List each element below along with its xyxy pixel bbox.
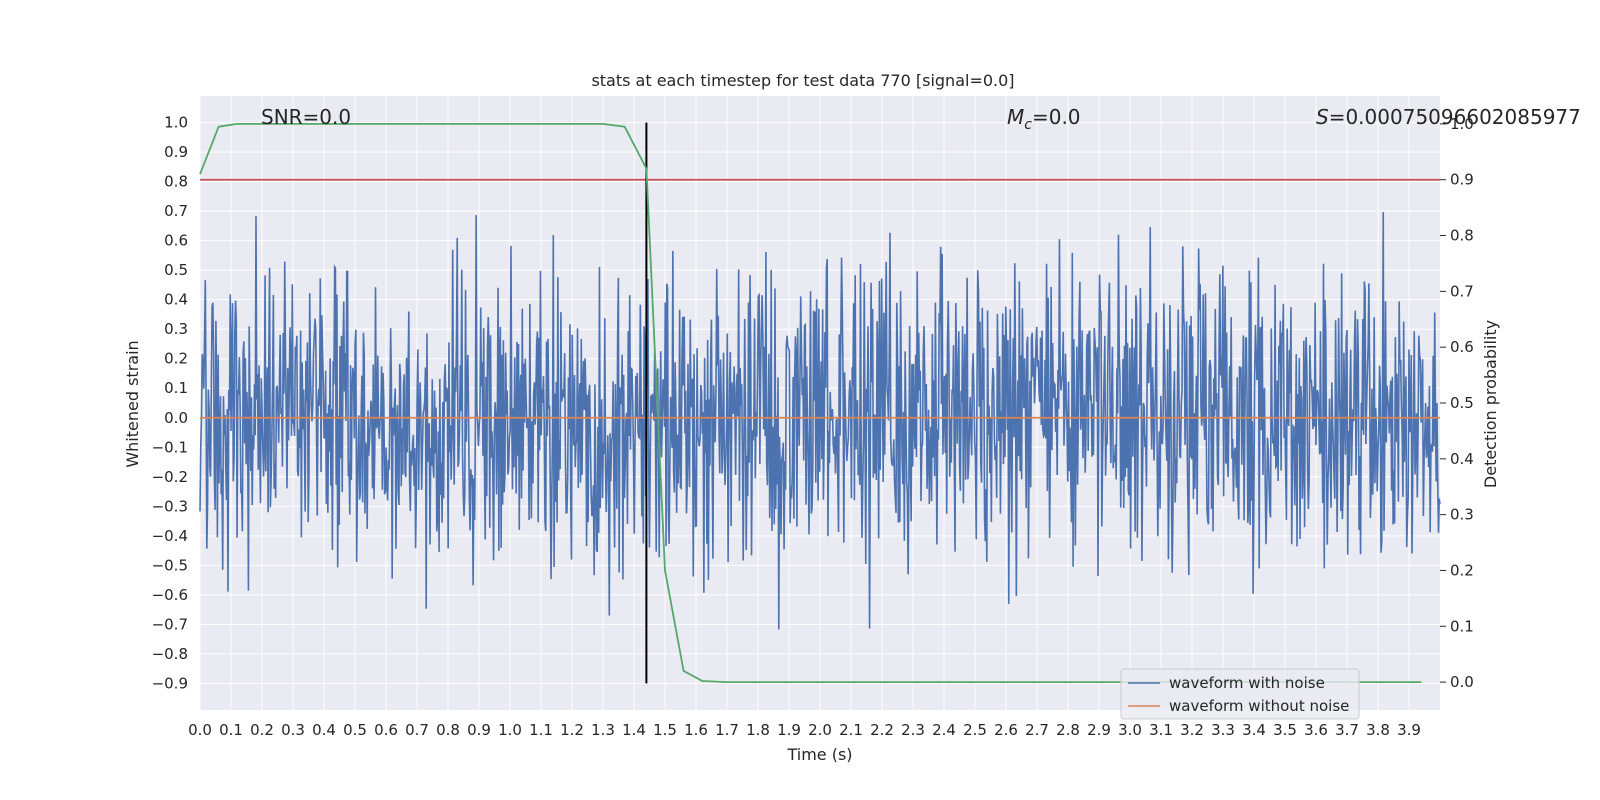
x-tick-label: 1.9	[777, 721, 801, 739]
y-tick-label-left: 0.3	[164, 320, 188, 338]
legend-label-clean: waveform without noise	[1169, 697, 1349, 715]
legend-box	[1120, 668, 1360, 720]
y-tick-label-right: 0.2	[1450, 561, 1474, 579]
y-tick-label-left: 0.9	[164, 143, 188, 161]
x-tick-label: 3.3	[1211, 721, 1235, 739]
x-tick-label: 2.6	[994, 721, 1018, 739]
y-tick-label-left: 0.7	[164, 202, 188, 220]
y-tick-label-left: 0.4	[164, 291, 188, 309]
x-tick-label: 2.4	[932, 721, 956, 739]
x-tick-label: 3.9	[1397, 721, 1421, 739]
x-tick-label: 2.9	[1087, 721, 1111, 739]
y-tick-label-left: −0.9	[152, 674, 188, 692]
legend-label-noise: waveform with noise	[1169, 674, 1325, 692]
x-tick-label: 1.0	[498, 721, 522, 739]
x-tick-label: 0.1	[219, 721, 243, 739]
y-tick-label-right: 0.6	[1450, 338, 1474, 356]
x-tick-label: 0.6	[374, 721, 398, 739]
x-tick-label: 0.8	[436, 721, 460, 739]
x-tick-label: 1.3	[591, 721, 615, 739]
chart-title: stats at each timestep for test data 770…	[591, 71, 1014, 90]
y-axis-right-ticks: 1.0 0.9 0.8 0.7 0.6 0.5 0.4 0.3 0.2 0.1 0.0	[1440, 115, 1474, 691]
mc-symbol: M	[1007, 105, 1024, 129]
x-tick-label: 1.6	[684, 721, 708, 739]
y-tick-label-left: −0.5	[152, 556, 188, 574]
y-tick-label-left: −0.7	[152, 615, 188, 633]
x-tick-label: 1.7	[715, 721, 739, 739]
x-tick-label: 0.9	[467, 721, 491, 739]
y-tick-label-left: 0.2	[164, 350, 188, 368]
x-tick-label: 3.4	[1242, 721, 1266, 739]
y-tick-label-left: −0.1	[152, 438, 188, 456]
x-tick-label: 3.6	[1304, 721, 1328, 739]
x-tick-label: 1.5	[653, 721, 677, 739]
x-tick-label: 3.1	[1149, 721, 1173, 739]
x-tick-label: 0.5	[343, 721, 367, 739]
x-tick-label: 0.0	[188, 721, 212, 739]
x-tick-label: 2.0	[808, 721, 832, 739]
mc-annotation: Mc=0.0	[1007, 105, 1081, 133]
mc-subscript: c	[1024, 117, 1032, 133]
x-tick-label: 0.2	[250, 721, 274, 739]
y-tick-label-right: 0.4	[1450, 450, 1474, 468]
y-tick-label-right: 0.5	[1450, 394, 1474, 412]
snr-annotation: SNR=0.0	[261, 105, 351, 129]
y-tick-label-right: 1.0	[1450, 115, 1474, 133]
x-tick-label: 3.8	[1366, 721, 1390, 739]
y-tick-label-right: 0.8	[1450, 227, 1474, 245]
s-value: =0.00075096602085977	[1329, 105, 1581, 129]
y-axis-left-label: Whitened strain	[123, 340, 142, 467]
grid	[199, 96, 1440, 710]
x-tick-label: 1.8	[746, 721, 770, 739]
mc-value: =0.0	[1032, 105, 1081, 129]
y-axis-left-ticks: 1.0 0.9 0.8 0.7 0.6 0.5 0.4 0.3 0.2 0.1 0.0 −0.1 −0.…	[152, 114, 188, 693]
x-axis-ticks: 0.0 0.1 0.2 0.3 0.4 0.5 0.6 0.7 0.8 0.9 1.0 1.1 1.2 1…	[188, 721, 1421, 739]
s-annotation: S=0.00075096602085977	[1316, 105, 1581, 129]
y-tick-label-left: 0.5	[164, 261, 188, 279]
detection-probability-line	[199, 123, 1422, 683]
x-tick-label: 3.2	[1180, 721, 1204, 739]
y-tick-label-left: −0.3	[152, 497, 188, 515]
waveform-with-noise-series	[199, 212, 1441, 630]
y-tick-label-left: 0.1	[164, 379, 188, 397]
x-tick-label: 2.8	[1056, 721, 1080, 739]
x-tick-label: 1.2	[560, 721, 584, 739]
y-axis-right-label: Detection probability	[1481, 320, 1500, 488]
y-tick-label-left: 0.8	[164, 173, 188, 191]
y-tick-label-left: 0.0	[164, 409, 188, 427]
x-tick-label: 3.0	[1118, 721, 1142, 739]
waveform-with-noise-line	[199, 212, 1441, 630]
y-tick-label-right: 0.0	[1450, 673, 1474, 691]
y-tick-label-right: 0.3	[1450, 506, 1474, 524]
x-tick-label: 1.4	[622, 721, 646, 739]
x-tick-label: 0.7	[405, 721, 429, 739]
y-tick-label-right: 0.1	[1450, 617, 1474, 635]
y-tick-label-left: 1.0	[164, 114, 188, 132]
s-symbol: S	[1316, 105, 1329, 129]
x-axis-label: Time (s)	[786, 745, 852, 764]
y-tick-label-left: −0.4	[152, 527, 188, 545]
x-tick-label: 0.4	[312, 721, 336, 739]
y-tick-label-left: 0.6	[164, 232, 188, 250]
y-tick-label-left: −0.2	[152, 468, 188, 486]
y-tick-label-right: 0.9	[1450, 171, 1474, 189]
y-tick-label-left: −0.6	[152, 586, 188, 604]
x-tick-label: 2.2	[870, 721, 894, 739]
x-tick-label: 3.7	[1335, 721, 1359, 739]
x-tick-label: 3.5	[1273, 721, 1297, 739]
x-tick-label: 2.1	[839, 721, 863, 739]
x-tick-label: 0.3	[281, 721, 305, 739]
x-tick-label: 2.7	[1025, 721, 1049, 739]
legend: waveform with noise waveform without noi…	[1120, 668, 1360, 720]
y-tick-label-left: −0.8	[152, 645, 188, 663]
line-layer	[199, 122, 1440, 684]
x-tick-label: 2.3	[901, 721, 925, 739]
x-tick-label: 1.1	[529, 721, 553, 739]
y-tick-label-right: 0.7	[1450, 282, 1474, 300]
x-tick-label: 2.5	[963, 721, 987, 739]
